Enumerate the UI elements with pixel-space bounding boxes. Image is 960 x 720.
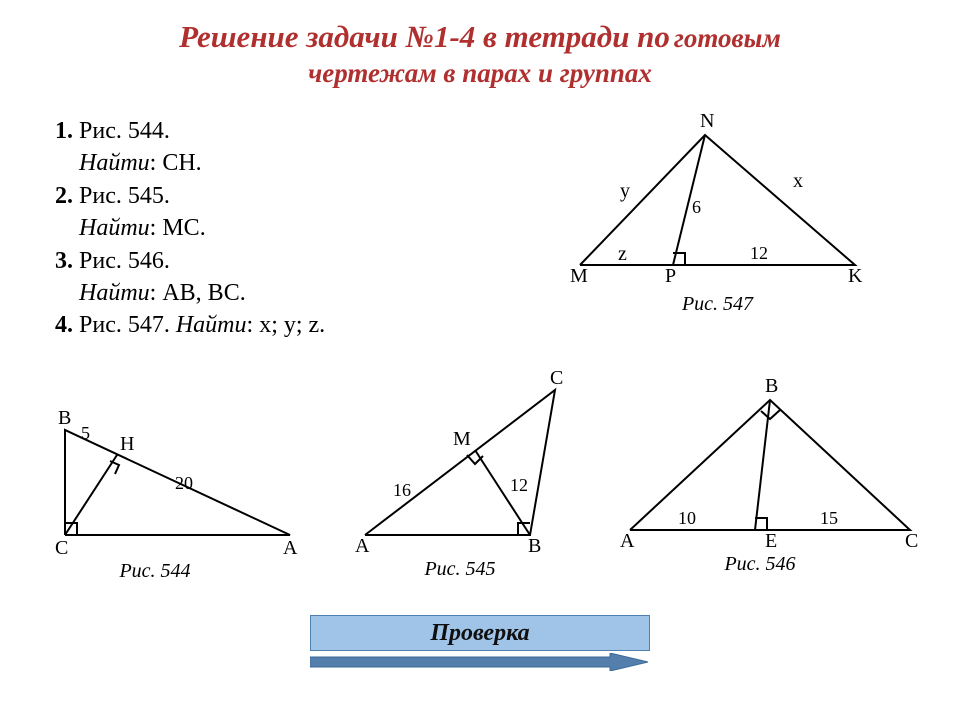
vertex-A: A	[355, 535, 369, 558]
seg-10: 10	[678, 508, 696, 529]
side-x: x	[793, 170, 803, 193]
task-item: 4. Рис. 547. Найти: x; y; z.	[55, 309, 325, 341]
task-item: 1. Рис. 544. Найти: CH.	[55, 115, 325, 180]
task-fig: Рис. 544.	[79, 118, 170, 144]
figure-544-caption: Рис. 544	[45, 560, 265, 583]
seg-16: 16	[393, 480, 411, 501]
title-line1-bold: Решение задачи №1-4 в тетради по	[179, 19, 670, 54]
vertex-E: E	[765, 530, 777, 553]
figure-546-svg	[615, 375, 925, 545]
alt-6: 6	[692, 197, 701, 218]
figure-547-svg	[555, 115, 880, 290]
task-find-val: AB, BC.	[162, 280, 245, 306]
figure-545-svg	[345, 370, 595, 550]
check-block: Проверка	[310, 615, 650, 667]
figure-547-caption: Рис. 547	[555, 293, 880, 316]
page: Решение задачи №1-4 в тетради по готовым…	[0, 0, 960, 720]
task-find-label: Найти	[79, 280, 150, 306]
task-find-val: MC.	[162, 215, 205, 241]
vertex-K: K	[848, 265, 862, 288]
vertex-M: M	[570, 265, 588, 288]
vertex-B: B	[528, 535, 541, 558]
task-find-label: Найти	[79, 215, 150, 241]
vertex-M: M	[453, 428, 471, 451]
task-find-val: CH.	[162, 150, 201, 176]
seg-20: 20	[175, 473, 193, 494]
vertex-P: P	[665, 265, 676, 288]
figure-545: A B C M 16 12 Рис. 545	[345, 370, 595, 550]
figure-546: A B C E 10 15 Рис. 546	[615, 375, 925, 545]
seg-12: 12	[510, 475, 528, 496]
vertex-N: N	[700, 110, 714, 133]
seg-5: 5	[81, 423, 90, 444]
task-fig: Рис. 547.	[79, 312, 170, 338]
task-item: 3. Рис. 546. Найти: AB, BC.	[55, 245, 325, 310]
vertex-B: B	[765, 375, 778, 398]
check-button-label: Проверка	[430, 620, 529, 647]
vertex-A: A	[620, 530, 634, 553]
task-find-val: x; y; z.	[259, 312, 325, 338]
check-button[interactable]: Проверка	[310, 615, 650, 651]
task-fig: Рис. 545.	[79, 183, 170, 209]
task-number: 1.	[55, 118, 73, 144]
figure-545-caption: Рис. 545	[345, 558, 575, 581]
seg-12: 12	[750, 243, 768, 264]
task-number: 2.	[55, 183, 73, 209]
task-list: 1. Рис. 544. Найти: CH. 2. Рис. 545. Най…	[55, 115, 325, 342]
vertex-H: H	[120, 433, 134, 456]
seg-15: 15	[820, 508, 838, 529]
side-y: y	[620, 180, 630, 203]
vertex-A: A	[283, 537, 297, 560]
vertex-C: C	[55, 537, 68, 560]
vertex-C: C	[550, 367, 563, 390]
task-find-label: Найти	[79, 150, 150, 176]
vertex-C: C	[905, 530, 918, 553]
vertex-B: B	[58, 407, 71, 430]
task-number: 3.	[55, 248, 73, 274]
arrow-right-icon	[310, 653, 650, 667]
page-title: Решение задачи №1-4 в тетради по готовым…	[0, 18, 960, 91]
seg-z: z	[618, 243, 627, 266]
task-item: 2. Рис. 545. Найти: MC.	[55, 180, 325, 245]
title-line2: чертежам в парах и группах	[0, 57, 960, 91]
figure-546-caption: Рис. 546	[615, 553, 905, 576]
figure-547: N M P K y x 6 z 12 Рис. 547	[555, 115, 880, 290]
title-line1: Решение задачи №1-4 в тетради по готовым	[0, 18, 960, 57]
task-number: 4.	[55, 312, 73, 338]
title-line1-small: готовым	[674, 23, 781, 53]
figure-544: B H C A 5 20 Рис. 544	[45, 395, 305, 550]
task-fig: Рис. 546.	[79, 248, 170, 274]
task-find-label: Найти	[176, 312, 247, 338]
